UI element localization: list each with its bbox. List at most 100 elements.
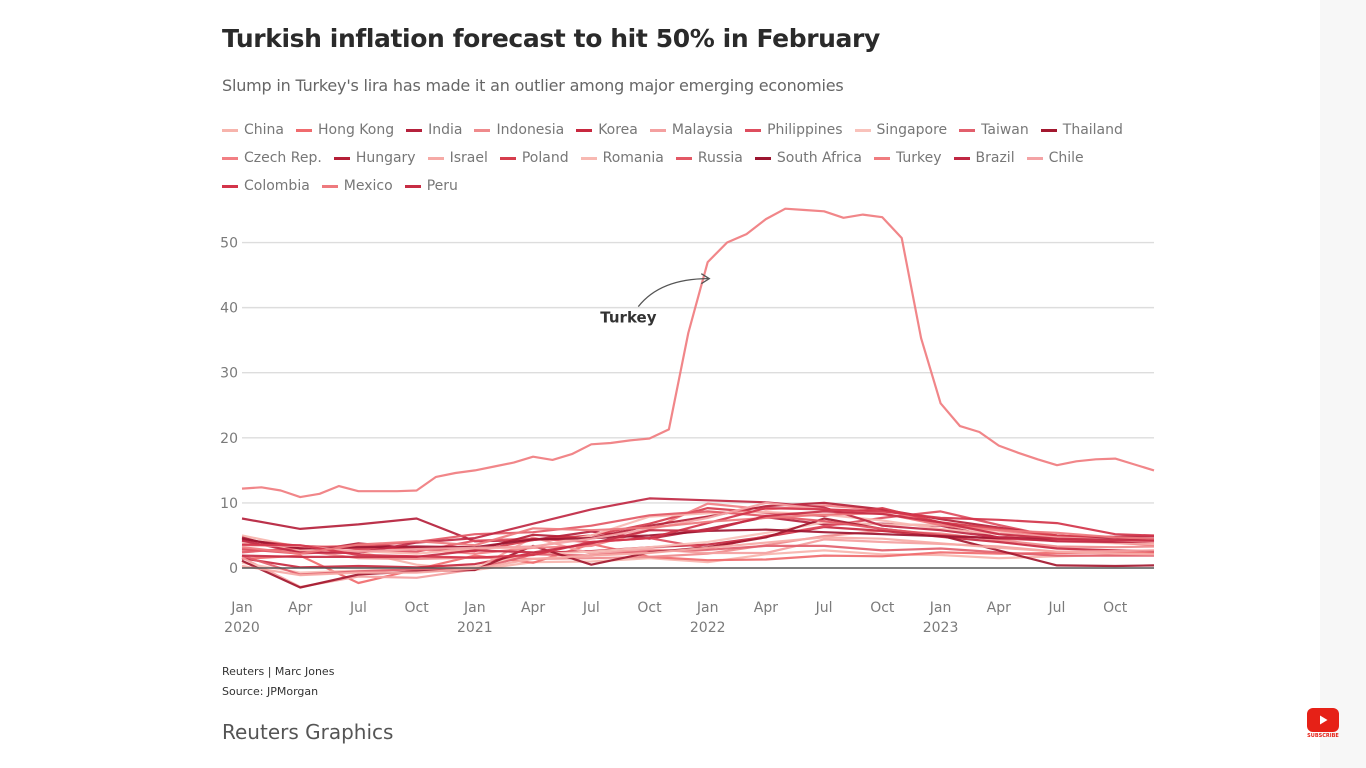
legend-label: Indonesia <box>496 122 565 138</box>
series-line-peru <box>241 510 1155 558</box>
x-tick-label: Oct <box>870 600 895 616</box>
legend-swatch <box>873 156 890 160</box>
legend-label: Taiwan <box>981 122 1029 138</box>
legend-swatch <box>1026 156 1043 160</box>
legend-label: Russia <box>697 150 743 166</box>
y-tick-label: 20 <box>220 431 238 447</box>
legend-item-turkey: Turkey <box>873 148 942 168</box>
legend-swatch <box>333 156 350 160</box>
series-line-brazil <box>241 497 1154 555</box>
chart-title: Turkish inflation forecast to hit 50% in… <box>222 24 880 53</box>
x-tick-year-label: 2023 <box>923 620 959 636</box>
legend-label: Turkey <box>895 150 942 166</box>
legend-item-russia: Russia <box>675 148 743 168</box>
legend-item-malaysia: Malaysia <box>649 120 734 140</box>
legend-swatch <box>649 128 666 132</box>
x-tick-label: Jul <box>1048 600 1066 616</box>
legend-label: Peru <box>426 178 458 194</box>
legend-item-mexico: Mexico <box>321 176 393 196</box>
x-tick-label: Oct <box>1103 600 1128 616</box>
legend-swatch <box>754 156 771 160</box>
legend-label: Korea <box>598 122 638 138</box>
x-tick-year-label: 2021 <box>457 620 493 636</box>
legend-label: China <box>244 122 284 138</box>
x-tick-label: Jul <box>349 600 367 616</box>
x-tick-label: Jul <box>815 600 833 616</box>
line-chart: 0 10 20 30 40 50 Jan 2020 Apr Jul Oct Jan 2021 Apr Jul… <box>220 207 1155 636</box>
legend-item-poland: Poland <box>499 148 569 168</box>
x-tick-label: Jan <box>463 600 486 616</box>
brand-footer: Reuters Graphics <box>222 720 394 744</box>
legend-item-brazil: Brazil <box>953 148 1015 168</box>
series-line-mexico <box>241 512 1155 555</box>
series-line-china <box>241 534 1155 572</box>
legend-label: Israel <box>449 150 488 166</box>
annotation-arrowhead <box>700 273 711 285</box>
legend-label: Philippines <box>767 122 843 138</box>
legend-item-south-africa: South Africa <box>754 148 862 168</box>
series-line-turkey <box>241 207 1155 499</box>
annotation-arrow <box>637 277 709 308</box>
annotation-label: Turkey <box>600 309 656 327</box>
legend-label: Thailand <box>1062 122 1123 138</box>
y-tick-label: 50 <box>220 236 238 252</box>
legend-swatch <box>406 128 423 132</box>
byline: Reuters | Marc Jones <box>222 665 335 678</box>
x-tick-label: Jan <box>696 600 719 616</box>
legend-item-singapore: Singapore <box>854 120 948 140</box>
y-tick-label: 10 <box>220 496 238 512</box>
x-tick-label: Apr <box>754 600 778 616</box>
legend-item-hungary: Hungary <box>333 148 416 168</box>
x-tick-label: Oct <box>637 600 662 616</box>
credit-block: Reuters | Marc Jones Source: JPMorgan <box>222 662 334 702</box>
legend-swatch <box>675 156 692 160</box>
legend-swatch <box>321 184 338 188</box>
legend-label: Malaysia <box>671 122 734 138</box>
legend: China Hong Kong India Indonesia Korea Malaysi… <box>222 120 1162 196</box>
legend-label: South Africa <box>776 150 862 166</box>
source-note: Source: JPMorgan <box>222 685 319 698</box>
legend-swatch <box>576 128 593 132</box>
x-tick-label: Apr <box>288 600 312 616</box>
legend-item-peru: Peru <box>404 176 458 196</box>
subscribe-button[interactable]: SUBSCRIBE <box>1306 708 1340 740</box>
x-tick-year-label: 2020 <box>224 620 260 636</box>
legend-item-thailand: Thailand <box>1040 120 1123 140</box>
legend-swatch <box>296 128 312 132</box>
legend-label: Poland <box>521 150 569 166</box>
legend-swatch <box>404 184 421 188</box>
legend-item-india: India <box>406 120 462 140</box>
legend-item-chile: Chile <box>1026 148 1084 168</box>
x-tick-year-label: 2022 <box>690 620 726 636</box>
legend-item-philippines: Philippines <box>745 120 843 140</box>
legend-item-china: China <box>222 120 284 140</box>
series-line-israel <box>241 536 1155 577</box>
legend-label: Czech Rep. <box>244 150 322 166</box>
legend-swatch <box>222 184 238 188</box>
legend-swatch <box>580 156 597 160</box>
series-line-taiwan <box>241 544 1154 576</box>
y-tick-label: 40 <box>220 301 238 317</box>
legend-item-korea: Korea <box>576 120 638 140</box>
legend-label: Chile <box>1048 150 1084 166</box>
legend-swatch <box>427 156 444 160</box>
legend-label: Singapore <box>876 122 948 138</box>
y-tick-label: 0 <box>229 561 238 577</box>
legend-item-czech-rep: Czech Rep. <box>222 148 322 168</box>
legend-item-hong-kong: Hong Kong <box>296 120 394 140</box>
legend-item-romania: Romania <box>580 148 664 168</box>
x-tick-label: Jan <box>230 600 253 616</box>
x-tick-label: Apr <box>987 600 1011 616</box>
legend-swatch <box>474 128 491 132</box>
subscribe-label: SUBSCRIBE <box>1307 733 1339 739</box>
legend-label: Mexico <box>343 178 393 194</box>
legend-swatch <box>745 128 762 132</box>
legend-item-israel: Israel <box>427 148 488 168</box>
legend-item-indonesia: Indonesia <box>474 120 564 140</box>
chart-subtitle: Slump in Turkey's lira has made it an ou… <box>222 76 844 95</box>
series-line-korea <box>241 525 1155 569</box>
legend-swatch <box>499 156 516 160</box>
legend-swatch <box>854 128 871 132</box>
legend-label: Brazil <box>975 150 1015 166</box>
